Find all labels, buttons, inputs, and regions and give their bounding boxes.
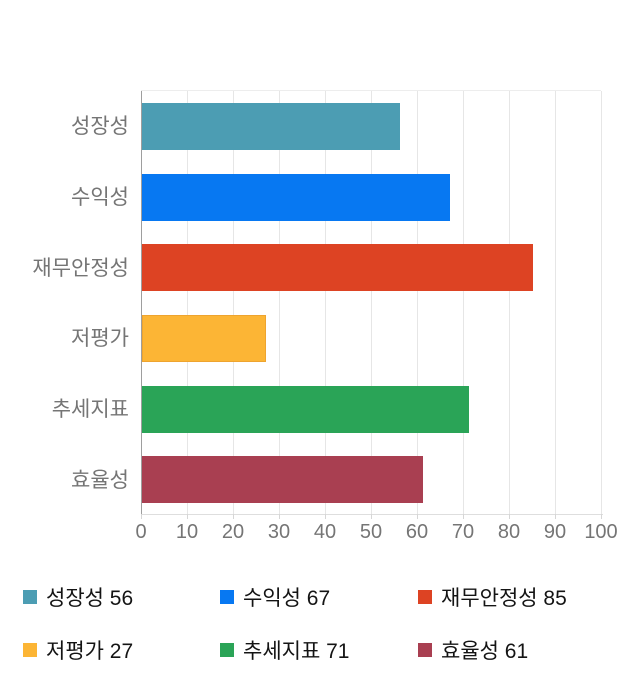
x-tick	[417, 514, 418, 519]
x-tick-label: 70	[451, 521, 475, 543]
gridline	[187, 91, 188, 515]
gridline	[555, 91, 556, 515]
category-label: 수익성	[71, 185, 129, 209]
x-tick	[463, 514, 464, 519]
x-tick	[279, 514, 280, 519]
x-tick-label: 20	[221, 521, 245, 543]
gridline	[279, 91, 280, 515]
x-tick	[325, 514, 326, 519]
legend-item: 저평가 27	[23, 639, 133, 663]
gridline	[371, 91, 372, 515]
bar[interactable]	[142, 102, 400, 150]
x-tick-label: 60	[405, 521, 429, 543]
legend-item: 성장성 56	[23, 586, 133, 610]
category-label: 저평가	[71, 327, 129, 351]
gridline	[417, 91, 418, 515]
gridline	[325, 91, 326, 515]
x-tick	[601, 514, 602, 519]
legend-swatch	[23, 643, 37, 657]
x-axis-line	[141, 514, 603, 515]
legend-label: 효율성 61	[441, 640, 529, 663]
x-tick	[141, 514, 142, 519]
bar[interactable]	[142, 385, 469, 433]
x-tick	[187, 514, 188, 519]
legend-swatch	[418, 590, 432, 604]
plot-area	[141, 90, 602, 519]
legend-item: 수익성 67	[220, 586, 330, 610]
x-tick	[233, 514, 234, 519]
category-label: 효율성	[71, 468, 129, 492]
legend-item: 재무안정성 85	[418, 586, 567, 610]
legend-label: 성장성 56	[46, 587, 134, 610]
x-tick	[555, 514, 556, 519]
bar[interactable]	[142, 314, 267, 362]
x-tick-label: 30	[267, 521, 291, 543]
legend-swatch	[23, 590, 37, 604]
gridline	[601, 91, 602, 515]
legend-swatch	[220, 590, 234, 604]
category-label: 재무안정성	[32, 256, 129, 280]
x-tick-label: 100	[584, 521, 618, 543]
legend-label: 재무안정성 85	[441, 587, 567, 610]
bar[interactable]	[142, 244, 533, 292]
x-tick-label: 90	[543, 521, 567, 543]
gridline	[233, 91, 234, 515]
legend-swatch	[220, 643, 234, 657]
legend-item: 효율성 61	[418, 639, 528, 663]
legend-label: 추세지표 71	[243, 640, 350, 663]
x-tick-label: 50	[359, 521, 383, 543]
x-tick-label: 10	[175, 521, 199, 543]
gridline	[463, 91, 464, 515]
axis-baseline	[141, 91, 142, 519]
category-label: 성장성	[71, 115, 129, 139]
legend-label: 저평가 27	[46, 640, 134, 663]
x-tick	[509, 514, 510, 519]
legend-swatch	[418, 643, 432, 657]
x-tick-label: 80	[497, 521, 521, 543]
bar[interactable]	[142, 173, 451, 221]
gridline	[509, 91, 510, 515]
legend-item: 추세지표 71	[220, 639, 349, 663]
category-label: 추세지표	[51, 397, 129, 421]
legend-label: 수익성 67	[243, 587, 331, 610]
x-tick-label: 40	[313, 521, 337, 543]
x-tick	[371, 514, 372, 519]
x-tick-label: 0	[135, 521, 147, 543]
bar[interactable]	[142, 456, 423, 504]
